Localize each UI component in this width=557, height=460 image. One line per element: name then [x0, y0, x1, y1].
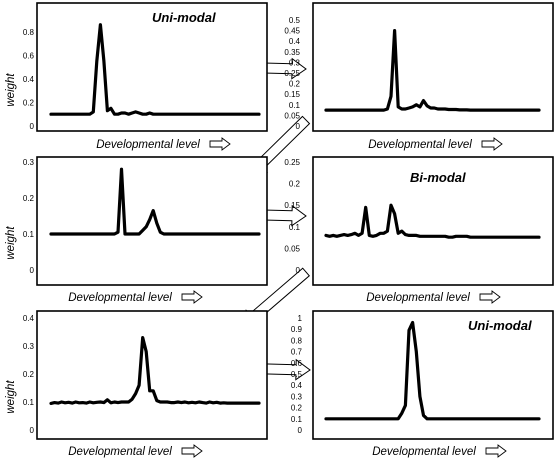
- y-axis-label: weight: [5, 380, 17, 414]
- y-tick-label: 0: [30, 426, 35, 435]
- y-tick-label: 0.5: [291, 370, 303, 379]
- x-axis-arrow-icon: [209, 137, 231, 151]
- y-tick-label: 0.7: [291, 348, 303, 357]
- y-tick-label: 0.8: [23, 28, 35, 37]
- panel-title: Uni-modal: [468, 318, 532, 333]
- y-tick-label: 0.2: [23, 370, 35, 379]
- panel-title: Uni-modal: [152, 10, 216, 25]
- series-line: [324, 320, 541, 421]
- chart-panel-1: 0 0.2 0.4 0.6 0.8 Uni-modal Developmental leve…: [5, 2, 268, 151]
- y-tick-label: 0.3: [23, 342, 35, 351]
- y-tick-label: 0.4: [23, 75, 35, 84]
- x-axis-arrow-icon: [485, 444, 507, 458]
- x-axis-label: Developmental level: [96, 139, 200, 151]
- x-axis-label: Developmental level: [368, 139, 472, 151]
- chart-panel-4: 0 0.05 0.1 0.15 0.2 0.25 Bi-modal Developmental…: [284, 156, 554, 304]
- chart-panel-3: 0 0.1 0.2 0.3 Developmental level weight: [5, 156, 268, 304]
- x-axis-label: Developmental level: [68, 446, 172, 458]
- x-axis-label: Developmental level: [372, 446, 476, 458]
- y-tick-label: 0.4: [23, 314, 35, 323]
- y-tick-label: 0.5: [289, 16, 301, 25]
- y-tick-label: 0.15: [284, 201, 300, 210]
- y-tick-label: 0.6: [23, 51, 35, 60]
- y-tick-label: 0.9: [291, 325, 303, 334]
- y-tick-label: 0.6: [291, 359, 303, 368]
- x-axis-label: Developmental level: [68, 292, 172, 304]
- panel-frame: [312, 156, 554, 286]
- y-tick-label: 0: [296, 122, 301, 131]
- y-tick-label: 0.45: [284, 27, 300, 36]
- series-line: [49, 336, 261, 405]
- x-axis-label: Developmental level: [366, 292, 470, 304]
- y-tick-label: 0.2: [289, 80, 301, 89]
- y-tick-label: 0.15: [284, 90, 300, 99]
- y-tick-label: 0.2: [291, 404, 303, 413]
- y-tick-label: 1: [298, 314, 303, 323]
- y-tick-label: 0.1: [291, 415, 303, 424]
- series-line: [49, 167, 261, 236]
- x-axis-arrow-icon: [181, 444, 203, 458]
- y-tick-label: 0.3: [291, 392, 303, 401]
- x-axis-arrow-icon: [181, 290, 203, 304]
- y-tick-label: 0: [30, 266, 35, 275]
- panel-title: Bi-modal: [410, 170, 466, 185]
- y-tick-label: 0.3: [23, 158, 35, 167]
- y-tick-label: 0.4: [289, 37, 301, 46]
- series-line: [324, 203, 541, 239]
- chart-panel-6: 0 0.1 0.2 0.3 0.4 0.5 0.6 0.7 0.8 0.9 1 Uni-modal De…: [291, 310, 554, 458]
- panel-frame: [36, 310, 268, 440]
- chart-panel-2: 0 0.050.1 0.150.2 0.25 0.30.35 0.40.45 0.5 Deve…: [284, 2, 554, 151]
- y-tick-label: 0: [30, 122, 35, 131]
- y-tick-label: 0.05: [284, 111, 300, 120]
- y-tick-label: 0: [296, 266, 301, 275]
- y-tick-label: 0.1: [289, 101, 301, 110]
- y-tick-label: 0: [298, 426, 303, 435]
- series-line: [324, 29, 541, 112]
- y-tick-label: 0.3: [289, 58, 301, 67]
- chart-panel-5: 0 0.1 0.2 0.3 0.4 Developmental level weight: [5, 310, 268, 458]
- y-tick-label: 0.1: [289, 223, 301, 232]
- y-tick-label: 0.1: [23, 230, 35, 239]
- series-line: [49, 23, 261, 116]
- x-axis-arrow-icon: [479, 290, 501, 304]
- y-tick-label: 0.05: [284, 244, 300, 253]
- y-tick-label: 0.25: [284, 158, 300, 167]
- panel-frame: [312, 2, 554, 132]
- y-tick-label: 0.2: [23, 194, 35, 203]
- x-axis-arrow-icon: [481, 137, 503, 151]
- y-tick-label: 0.8: [291, 336, 303, 345]
- y-tick-label: 0.1: [23, 398, 35, 407]
- y-tick-label: 0.25: [284, 69, 300, 78]
- panel-frame: [36, 2, 268, 132]
- y-tick-label: 0.2: [23, 98, 35, 107]
- y-tick-label: 0.35: [284, 48, 300, 57]
- y-tick-label: 0.2: [289, 180, 301, 189]
- panels: 0 0.2 0.4 0.6 0.8 Uni-modal Developmental leve…: [5, 2, 554, 458]
- y-tick-label: 0.4: [291, 381, 303, 390]
- panel-frame: [36, 156, 268, 286]
- y-axis-label: weight: [5, 226, 17, 260]
- y-axis-label: weight: [5, 73, 17, 107]
